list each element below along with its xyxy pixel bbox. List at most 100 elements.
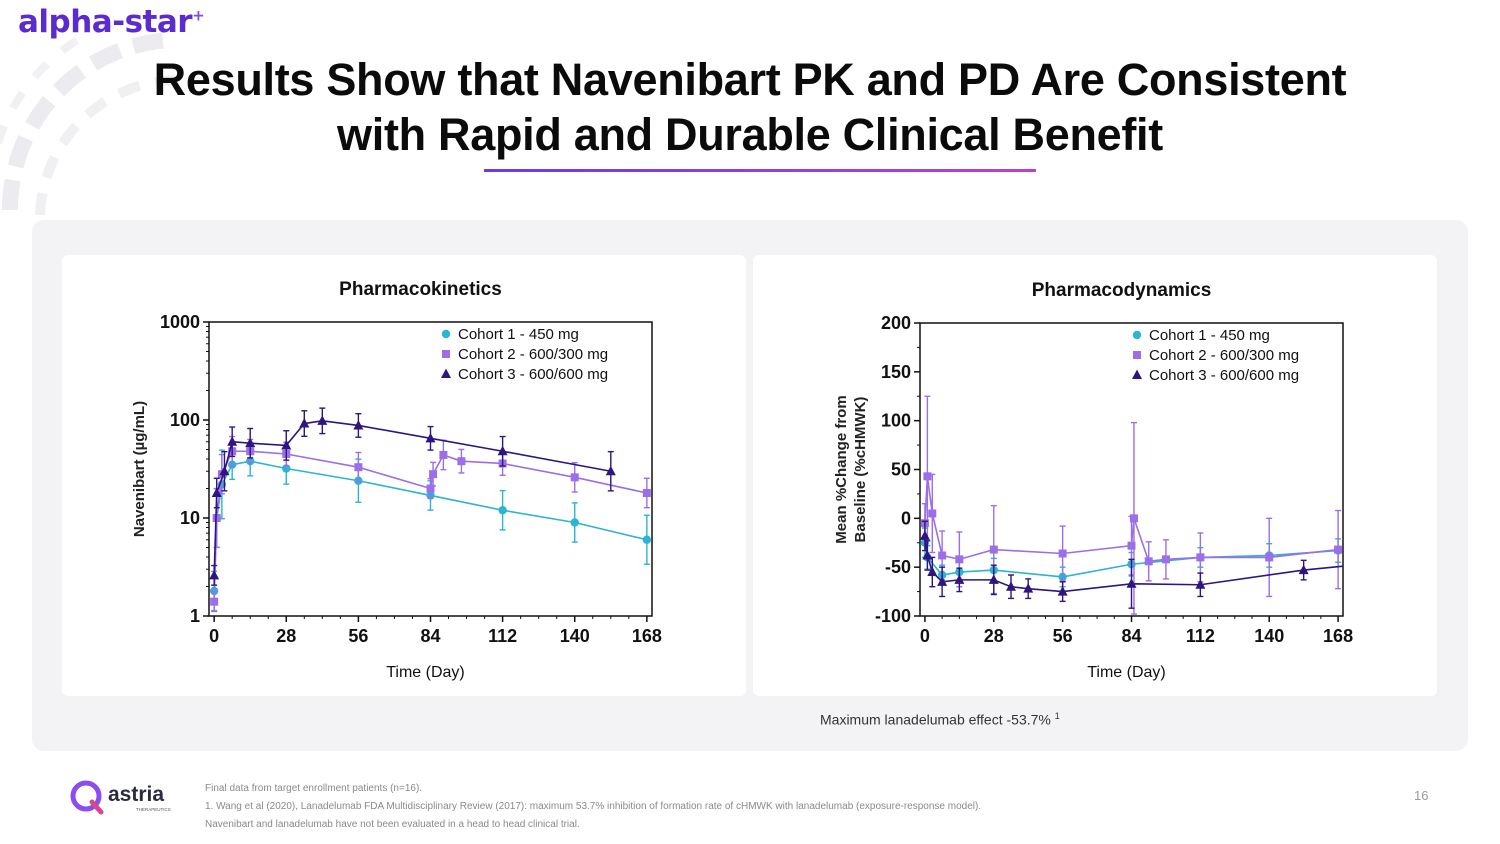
pk-legend-marker <box>441 368 451 378</box>
pd-data-point <box>1298 564 1309 575</box>
title-line-2: with Rapid and Durable Clinical Benefit <box>337 109 1163 160</box>
pk-y-axis-label: Navenibart (µg/mL) <box>131 401 148 537</box>
pk-chart-title: Pharmacokinetics <box>339 279 502 300</box>
astria-logo-text: astria <box>108 783 164 806</box>
pk-y-tick-label: 100 <box>170 410 200 430</box>
pk-data-point <box>211 487 222 497</box>
footnotes: Final data from target enrollment patien… <box>205 780 981 834</box>
pd-data-point <box>955 555 964 564</box>
pd-x-tick-label: 112 <box>1186 626 1215 646</box>
pd-legend-marker <box>1132 369 1142 379</box>
pk-x-tick-label: 84 <box>420 626 440 646</box>
background-arc-decoration <box>0 16 176 216</box>
title-underline <box>484 169 1036 172</box>
pk-data-point <box>426 484 435 493</box>
pd-data-point <box>1127 541 1136 550</box>
footnote-3: Navenibart and lanadelumab have not been… <box>205 819 580 830</box>
pk-x-tick-label: 140 <box>560 626 590 646</box>
pd-data-point <box>1265 553 1274 562</box>
pd-chart-title: Pharmacodynamics <box>1032 280 1212 301</box>
pd-data-point <box>954 574 965 584</box>
pd-y-tick-label: -50 <box>885 557 911 577</box>
pd-data-point <box>1129 514 1138 523</box>
pd-data-point <box>927 566 938 577</box>
pd-series-line <box>924 542 1339 578</box>
pk-data-point <box>570 473 579 482</box>
pd-data-point <box>923 472 932 481</box>
pd-y-tick-label: 0 <box>901 508 911 528</box>
pk-data-point <box>457 457 466 466</box>
pd-data-point <box>1126 578 1137 588</box>
pk-data-point <box>497 445 508 456</box>
pd-data-point <box>988 574 999 584</box>
pd-data-point <box>989 545 998 554</box>
pd-legend-marker <box>1132 330 1142 340</box>
page-number: 16 <box>1414 788 1429 803</box>
footnote-2: 1. Wang et al (2020), Lanadelumab FDA Mu… <box>205 801 982 812</box>
pd-data-point <box>1144 557 1153 566</box>
pk-series-2 <box>210 435 651 613</box>
pd-data-point <box>937 576 948 586</box>
alpha-star-logo: alpha-star+ <box>18 4 205 40</box>
pd-data-point <box>922 549 933 560</box>
pk-data-point <box>245 437 256 448</box>
pk-data-point <box>281 439 292 450</box>
lanadelumab-effect-note: Maximum lanadelumab effect -53.7% 1 <box>820 711 1060 728</box>
pd-y-tick-label: 100 <box>881 411 911 431</box>
pd-y-tick-label: -100 <box>875 606 911 626</box>
pk-data-point <box>570 518 579 527</box>
pd-legend-marker <box>1133 351 1141 359</box>
pk-legend: Cohort 1 - 450 mg Cohort 2 - 600/300 mg Co… <box>441 326 608 383</box>
pk-data-point <box>219 465 230 476</box>
pk-data-point <box>317 415 328 425</box>
astria-logo-subtext: THERAPEUTICS <box>136 807 171 812</box>
pd-x-tick-label: 140 <box>1254 626 1284 646</box>
pd-x-tick-label: 0 <box>920 626 930 646</box>
pd-y-axis-label: Baseline (%cHMWK) <box>852 397 869 543</box>
footnote-1: Final data from target enrollment patien… <box>205 783 423 794</box>
pk-data-point <box>642 535 652 544</box>
pd-legend-label: Cohort 1 - 450 mg <box>1149 327 1270 344</box>
pk-legend-label: Cohort 1 - 450 mg <box>458 326 579 343</box>
pk-data-point <box>425 432 436 443</box>
pd-data-point <box>1005 581 1016 591</box>
pd-data-point <box>1195 579 1206 589</box>
pd-x-axis-label: Time (Day) <box>1087 664 1166 681</box>
pk-x-tick-label: 168 <box>632 626 662 646</box>
astria-logo: astria THERAPEUTICS <box>70 780 171 815</box>
pk-x-tick-label: 0 <box>209 626 219 646</box>
pk-data-point <box>429 470 438 479</box>
pd-legend-label: Cohort 2 - 600/300 mg <box>1149 347 1299 364</box>
pk-chart: Pharmacokinetics 1 10 100 1000 0 28 56 84 112 140 1… <box>131 279 662 681</box>
pk-series-3 <box>209 407 616 586</box>
pd-y-axis-label: Mean %Change from <box>833 395 850 543</box>
pd-chart-card: Pharmacodynamics -100 -50 0 50 100 150 200 0 28 56… <box>753 255 1437 696</box>
pd-data-point <box>1196 553 1205 562</box>
pk-x-tick-label: 112 <box>488 626 517 646</box>
pk-series-line <box>213 420 611 576</box>
pk-data-point <box>439 450 448 459</box>
pk-data-point <box>353 419 364 430</box>
pk-y-tick-label: 1000 <box>160 312 200 332</box>
pd-data-point <box>1023 583 1034 593</box>
pk-data-point <box>642 488 651 497</box>
pd-data-point <box>1161 555 1170 564</box>
pk-data-point <box>210 597 219 606</box>
pd-legend-label: Cohort 3 - 600/600 mg <box>1149 367 1299 384</box>
title-line-1: Results Show that Navenibart PK and PD A… <box>153 54 1347 105</box>
pd-chart: Pharmacodynamics -100 -50 0 50 100 150 200 0 28 56… <box>833 280 1353 681</box>
pk-data-point <box>299 418 310 428</box>
pk-x-tick-label: 28 <box>276 626 296 646</box>
page-title: Results Show that Navenibart PK and PD A… <box>0 52 1500 162</box>
pd-series-3 <box>919 520 1344 609</box>
pd-data-point <box>1057 586 1068 596</box>
pk-data-point <box>227 436 238 446</box>
pk-data-point <box>354 463 363 472</box>
pk-x-tick-label: 56 <box>348 626 368 646</box>
pd-data-point <box>938 551 947 560</box>
pd-data-point <box>919 530 930 540</box>
pd-x-tick-label: 28 <box>984 626 1004 646</box>
pk-legend-marker <box>441 329 451 339</box>
pk-data-point <box>498 506 507 515</box>
pd-data-point <box>1058 549 1067 558</box>
